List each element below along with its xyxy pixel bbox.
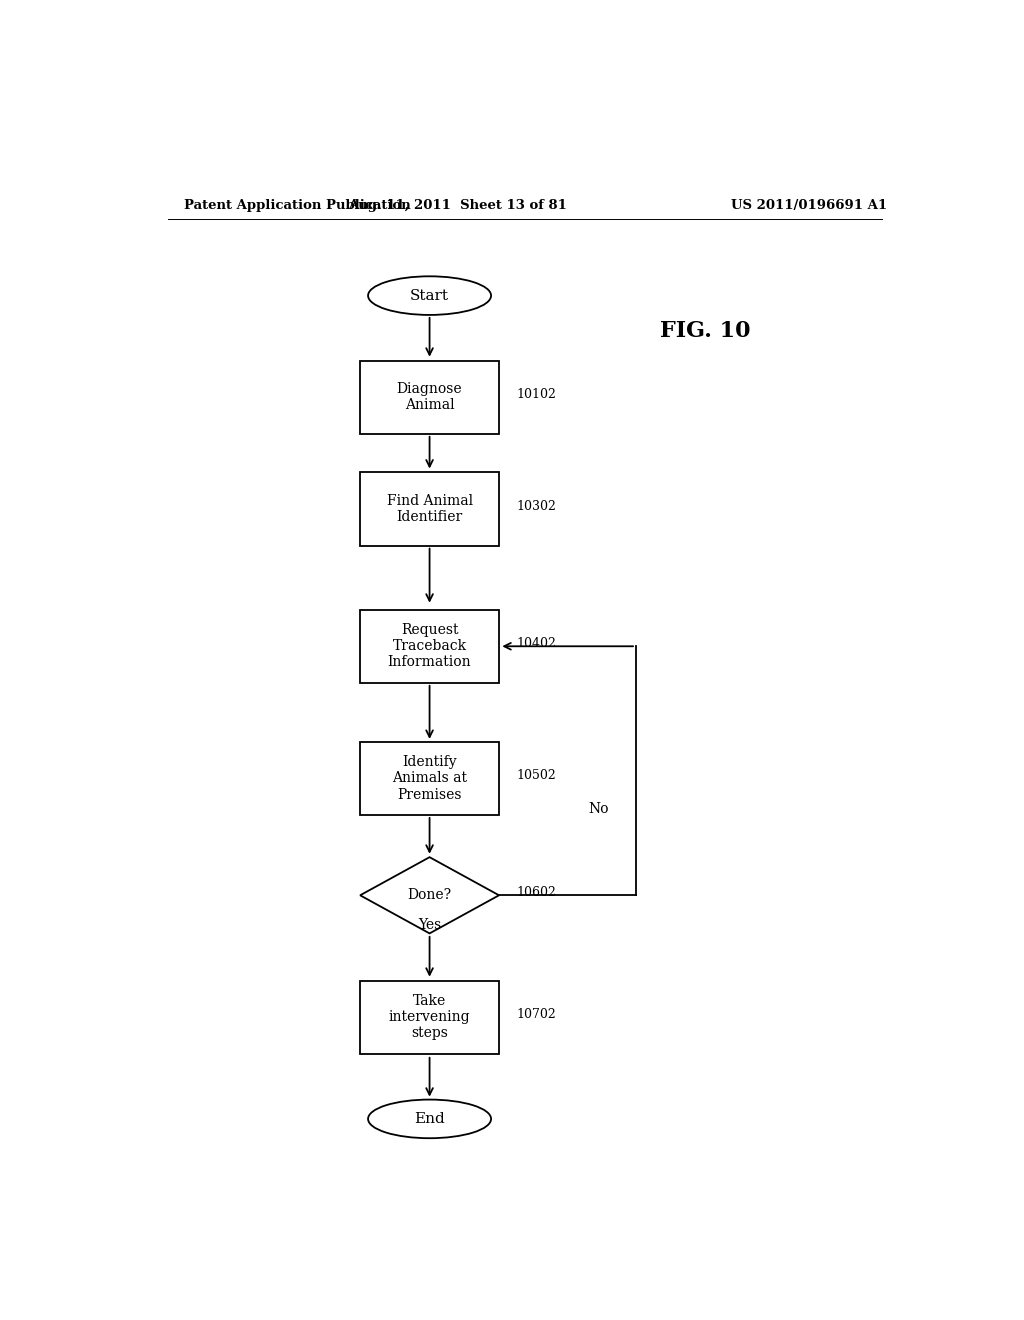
Text: FIG. 10: FIG. 10 (659, 321, 751, 342)
FancyBboxPatch shape (360, 473, 499, 545)
Text: Identify
Animals at
Premises: Identify Animals at Premises (392, 755, 467, 801)
FancyBboxPatch shape (360, 981, 499, 1053)
Text: Done?: Done? (408, 888, 452, 903)
Text: Aug. 11, 2011  Sheet 13 of 81: Aug. 11, 2011 Sheet 13 of 81 (348, 198, 566, 211)
Polygon shape (360, 857, 499, 933)
Text: End: End (414, 1111, 445, 1126)
FancyBboxPatch shape (360, 742, 499, 814)
Ellipse shape (368, 276, 492, 315)
Text: Start: Start (410, 289, 450, 302)
Text: Find Animal
Identifier: Find Animal Identifier (386, 494, 473, 524)
Text: Patent Application Publication: Patent Application Publication (183, 198, 411, 211)
Text: No: No (588, 801, 609, 816)
Text: 10102: 10102 (516, 388, 556, 401)
Ellipse shape (368, 1100, 492, 1138)
Text: 10602: 10602 (516, 886, 556, 899)
Text: Take
intervening
steps: Take intervening steps (389, 994, 470, 1040)
Text: Request
Traceback
Information: Request Traceback Information (388, 623, 471, 669)
Text: 10702: 10702 (516, 1007, 556, 1020)
Text: 10302: 10302 (516, 499, 556, 512)
Text: Yes: Yes (418, 917, 441, 932)
Text: 10402: 10402 (516, 636, 556, 649)
FancyBboxPatch shape (360, 360, 499, 434)
FancyBboxPatch shape (360, 610, 499, 682)
Text: 10502: 10502 (516, 768, 556, 781)
Text: US 2011/0196691 A1: US 2011/0196691 A1 (731, 198, 887, 211)
Text: Diagnose
Animal: Diagnose Animal (396, 383, 463, 412)
